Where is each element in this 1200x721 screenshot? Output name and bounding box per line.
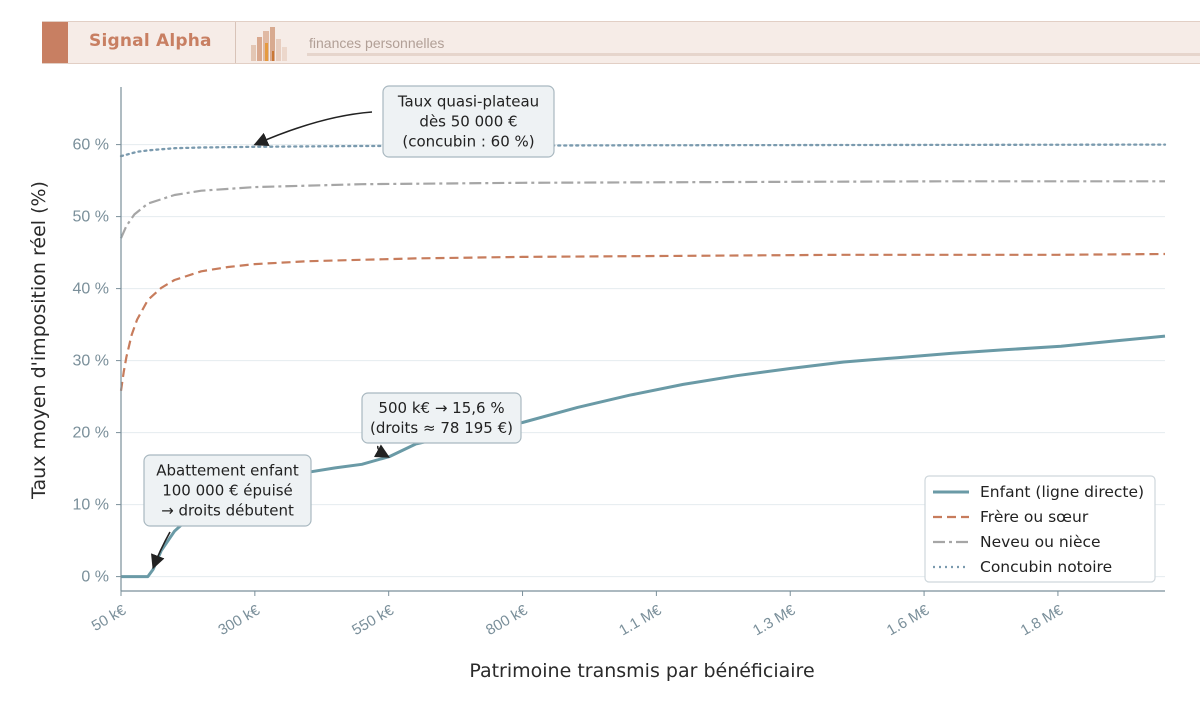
legend: Enfant (ligne directe) Frère ou sœur Neveu… [924, 475, 1156, 583]
annotation-abattement-line: → droits débutent [161, 502, 294, 520]
x-tick-label: 800 k€ [483, 601, 531, 639]
y-tick-label: 60 % [73, 137, 109, 154]
series-line-concubin [119, 143, 1167, 158]
y-tick-label: 40 % [73, 281, 109, 298]
annotation-plateau-line: (concubin : 60 %) [402, 133, 534, 151]
y-axis-label: Taux moyen d'imposition réel (%) [28, 181, 50, 500]
annotation-plateau-line: Taux quasi-plateau [397, 93, 539, 111]
x-tick-labels: 50 k€ 300 k€ 550 k€ 800 k€ 1.1 M€ 1.3 M€ 1.6 M… [89, 591, 1067, 639]
x-tick-label: 1.1 M€ [616, 601, 665, 639]
annotation-abattement-arrow [151, 531, 171, 570]
y-tick-label: 0 % [81, 569, 109, 586]
legend-label-concubin: Concubin notoire [980, 558, 1112, 576]
legend-label-neveu: Neveu ou nièce [980, 533, 1101, 551]
brand-swatch [42, 22, 68, 63]
annotation-500k-arrow [373, 444, 390, 458]
legend-label-frere: Frère ou sœur [980, 508, 1089, 526]
annotation-plateau-line: dès 50 000 € [419, 113, 517, 131]
y-tick-label: 20 % [73, 425, 109, 442]
annotation-plateau-arrow [253, 111, 373, 146]
series-line-neveu [119, 180, 1165, 239]
y-tick-labels: 0 % 10 % 20 % 30 % 40 % 50 % 60 % [73, 137, 121, 586]
legend-frame [924, 475, 1156, 583]
tagline-rule [307, 53, 1200, 56]
annotation-500k-line: 500 k€ → 15,6 % [378, 399, 504, 417]
annotation-500k-box [361, 392, 522, 444]
annotation-500k-line: (droits ≈ 78 195 €) [370, 419, 513, 437]
x-tick-label: 50 k€ [89, 601, 130, 634]
city-skyline-logo [251, 27, 287, 61]
annotation-abattement-line: Abattement enfant [156, 462, 299, 480]
annotation-abattement-line: 100 000 € épuisé [162, 482, 293, 500]
y-tick-label: 30 % [73, 353, 109, 370]
banner-divider [235, 22, 236, 63]
annotation-abattement-box [143, 454, 312, 527]
annotation-plateau-box [382, 85, 555, 158]
series-line-frere [119, 252, 1166, 391]
x-axis-label: Patrimoine transmis par bénéficiaire [469, 660, 814, 682]
axes-layer [120, 87, 1165, 592]
brand-name[interactable]: Signal Alpha [89, 31, 212, 51]
x-tick-label: 300 k€ [215, 601, 263, 639]
x-tick-label: 1.3 M€ [750, 601, 799, 639]
x-tick-label: 1.6 M€ [884, 601, 933, 639]
header-banner: Signal Alpha finances personnelles [42, 21, 1200, 64]
legend-label-enfant: Enfant (ligne directe) [980, 483, 1144, 501]
x-tick-label: 550 k€ [349, 601, 397, 639]
y-tick-label: 10 % [73, 497, 109, 514]
x-tick-label: 1.8 M€ [1018, 601, 1067, 639]
tagline: finances personnelles [309, 35, 445, 51]
y-tick-label: 50 % [73, 209, 109, 226]
annotation-layer: Taux quasi-plateau dès 50 000 € (concubin … [143, 85, 555, 570]
